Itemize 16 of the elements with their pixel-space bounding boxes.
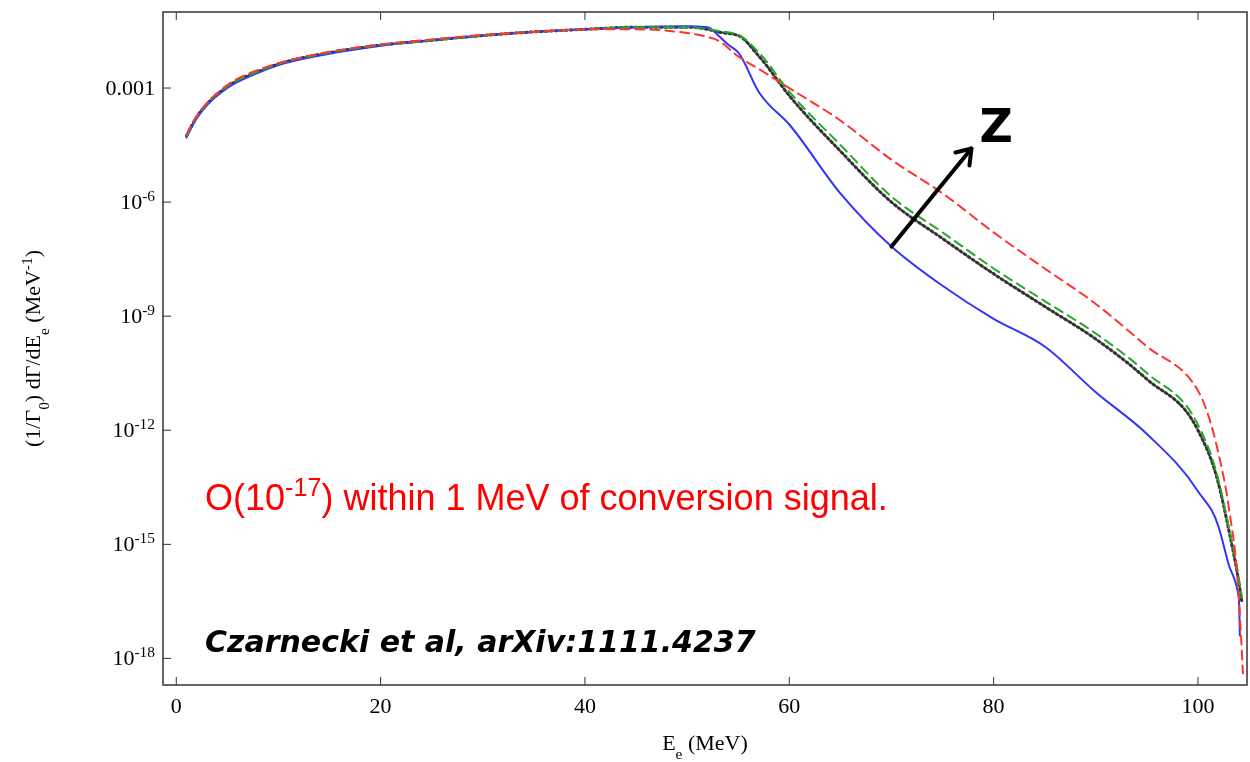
x-axis-title: E$_{e}$ (MeV): [662, 730, 748, 762]
y-tick-label: 10$^{-6}$: [120, 186, 156, 215]
x-tick-label: 80: [982, 693, 1005, 718]
annotation: O(10$^{-17}$) within 1 MeV of conversion signal.: [205, 473, 888, 518]
y-tick-label: 0.001: [105, 75, 155, 101]
x-tick-label: 100: [1181, 693, 1215, 718]
x-tick-label: 0: [170, 693, 182, 718]
x-tick-label: 40: [573, 693, 596, 718]
y-tick-label: 10$^{-9}$: [120, 300, 156, 329]
x-tick-label: 60: [778, 693, 801, 718]
annotation: Czarnecki et al, arXiv:1111.4237: [205, 624, 756, 659]
x-tick-label: 20: [369, 693, 392, 718]
y-tick-label: 10$^{-18}$: [112, 642, 156, 671]
y-tick-label: 10$^{-15}$: [112, 528, 156, 557]
y-tick-label: 10$^{-12}$: [112, 414, 155, 443]
annotation: Z: [979, 98, 1013, 153]
